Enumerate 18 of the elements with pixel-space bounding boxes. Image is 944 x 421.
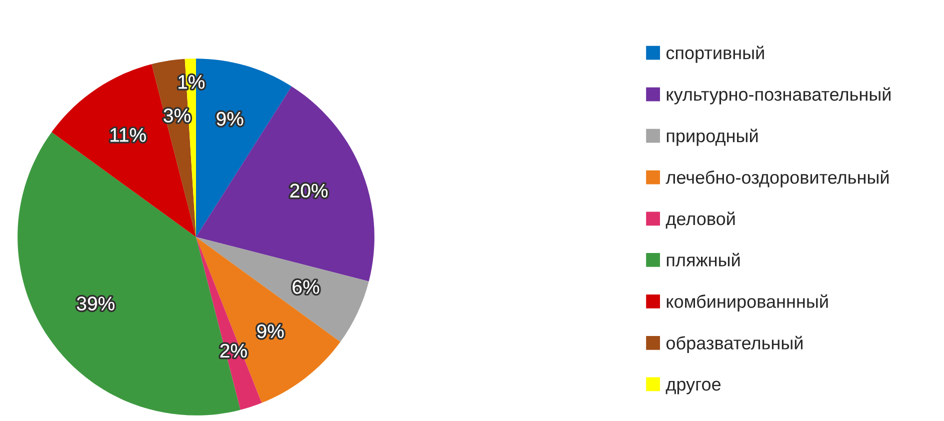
legend-label: комбинированнный bbox=[666, 294, 828, 312]
legend-label: спортивный bbox=[666, 46, 764, 63]
data-label: 39% bbox=[76, 296, 114, 310]
legend-label: лечебно-оздоровительный bbox=[666, 170, 889, 188]
data-label: 6% bbox=[292, 280, 320, 294]
legend-label: пляжный bbox=[666, 252, 740, 266]
legend-label: природный bbox=[666, 128, 758, 146]
data-label: 11% bbox=[110, 128, 146, 142]
legend-label: образвательный bbox=[666, 336, 802, 354]
data-label: 1% bbox=[178, 75, 205, 89]
legend-label: другое bbox=[666, 380, 721, 394]
data-label: 20% bbox=[290, 184, 328, 198]
legend-label: культурно-познавательный bbox=[666, 87, 890, 104]
data-label: 9% bbox=[216, 112, 244, 126]
pie-slice bbox=[196, 237, 340, 403]
legend-label: деловой bbox=[666, 212, 735, 229]
pie-slice bbox=[196, 237, 369, 342]
data-label: 9% bbox=[257, 324, 284, 338]
